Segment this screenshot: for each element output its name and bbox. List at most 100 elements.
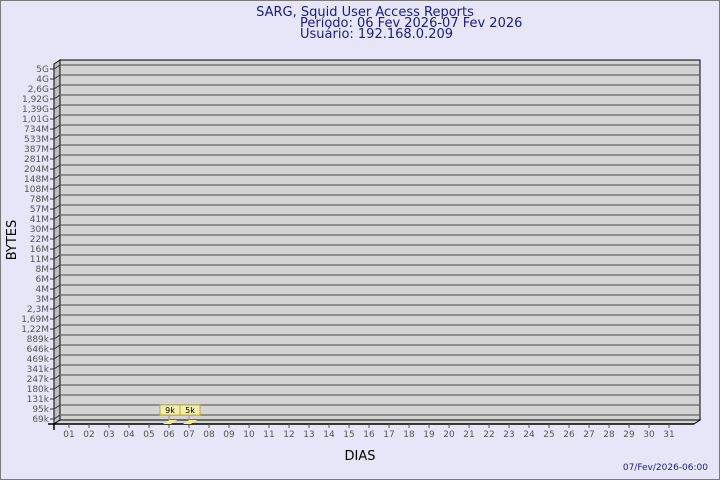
gridline-side xyxy=(53,134,61,140)
bar-value-label: 5k xyxy=(185,406,195,415)
gridline-side xyxy=(53,244,61,250)
gridline-side xyxy=(53,274,61,280)
x-tick-label: 22 xyxy=(483,430,494,440)
y-tick-label: 1,39G xyxy=(22,105,49,115)
x-tick-label: 10 xyxy=(243,430,255,440)
y-tick-label: 69k xyxy=(32,415,49,425)
y-tick-label: 1,01G xyxy=(22,115,49,125)
gridline-side xyxy=(53,354,61,360)
gridline-side xyxy=(53,314,61,320)
bar-07 xyxy=(183,420,197,424)
gridline-side xyxy=(53,114,61,120)
gridline-side xyxy=(53,294,61,300)
x-tick-label: 30 xyxy=(643,430,655,440)
y-tick-label: 2,3M xyxy=(27,305,49,315)
gridline-side xyxy=(53,204,61,210)
y-tick-label: 6M xyxy=(36,275,50,285)
gridline-side xyxy=(53,144,61,150)
x-tick-label: 03 xyxy=(103,430,114,440)
y-tick-label: 41M xyxy=(30,215,49,225)
y-tick-label: 469k xyxy=(27,355,50,365)
x-tick-label: 17 xyxy=(383,430,394,440)
x-tick-label: 28 xyxy=(603,430,615,440)
y-tick-label: 131k xyxy=(27,395,50,405)
y-tick-label: 204M xyxy=(24,165,49,175)
x-tick-label: 26 xyxy=(563,430,575,440)
gridline-side xyxy=(53,234,61,240)
y-tick-label: 281M xyxy=(24,155,49,165)
gridline-side xyxy=(53,264,61,270)
y-tick-label: 8M xyxy=(36,265,50,275)
chart-period: Período: 06 Fev 2026-07 Fev 2026 xyxy=(300,16,522,31)
gridline-side xyxy=(53,334,61,340)
y-tick-label: 11M xyxy=(30,255,49,265)
x-tick-label: 18 xyxy=(403,430,415,440)
x-tick-label: 08 xyxy=(203,430,215,440)
y-tick-label: 3M xyxy=(36,295,50,305)
gridline-side xyxy=(53,214,61,220)
x-tick-label: 29 xyxy=(623,430,635,440)
y-tick-label: 180k xyxy=(27,385,50,395)
y-tick-label: 16M xyxy=(30,245,49,255)
gridline-side xyxy=(53,384,61,390)
y-tick-label: 108M xyxy=(24,185,49,195)
plot-back-wall xyxy=(59,59,701,421)
plot-side-wall xyxy=(53,59,61,425)
y-tick-label: 22M xyxy=(30,235,49,245)
gridline-side xyxy=(53,174,61,180)
gridline-side xyxy=(53,394,61,400)
x-tick-label: 14 xyxy=(323,430,335,440)
chart-title: SARG, Squid User Access Reports xyxy=(256,5,474,20)
y-tick-label: 148M xyxy=(24,175,49,185)
x-tick-label: 01 xyxy=(63,430,74,440)
x-tick-label: 06 xyxy=(163,430,175,440)
x-tick-label: 27 xyxy=(583,430,594,440)
x-tick-label: 02 xyxy=(83,430,94,440)
chart-user: Usuário: 192.168.0.209 xyxy=(300,27,453,42)
y-tick-label: 1,22M xyxy=(21,325,49,335)
y-tick-label: 889k xyxy=(27,335,50,345)
y-tick-label: 734M xyxy=(24,125,49,135)
x-tick-label: 24 xyxy=(523,430,535,440)
generated-timestamp: 07/Fev/2026-06:00 xyxy=(623,463,708,473)
y-tick-label: 2,6G xyxy=(28,85,49,95)
y-tick-label: 341k xyxy=(27,365,50,375)
gridline-side xyxy=(53,124,61,130)
x-tick-label: 31 xyxy=(663,430,674,440)
y-tick-label: 5G xyxy=(36,65,49,75)
gridline-side xyxy=(53,414,61,420)
gridline-side xyxy=(53,194,61,200)
gridline-side xyxy=(53,324,61,330)
gridline-side xyxy=(53,364,61,370)
x-tick-label: 25 xyxy=(543,430,554,440)
bar-label-box xyxy=(179,404,201,416)
gridline-side xyxy=(53,284,61,290)
x-tick-label: 09 xyxy=(223,430,235,440)
x-axis-label: DIAS xyxy=(345,449,376,464)
x-tick-label: 16 xyxy=(363,430,375,440)
y-tick-label: 30M xyxy=(30,225,49,235)
y-tick-label: 387M xyxy=(24,145,49,155)
y-tick-label: 646k xyxy=(27,345,50,355)
y-tick-label: 57M xyxy=(30,205,49,215)
x-tick-label: 20 xyxy=(443,430,455,440)
y-tick-label: 533M xyxy=(24,135,49,145)
gridline-side xyxy=(53,374,61,380)
gridline-side xyxy=(53,64,61,70)
gridline-side xyxy=(53,74,61,80)
gridline-side xyxy=(53,304,61,310)
gridline-side xyxy=(53,184,61,190)
gridline-side xyxy=(53,104,61,110)
y-tick-label: 95k xyxy=(32,405,49,415)
bar-value-label: 9k xyxy=(165,406,175,415)
y-axis-label: BYTES xyxy=(5,220,20,261)
y-tick-label: 1,92G xyxy=(22,95,49,105)
y-tick-label: 247k xyxy=(27,375,50,385)
gridline-side xyxy=(53,404,61,410)
y-tick-label: 4M xyxy=(36,285,50,295)
x-tick-label: 07 xyxy=(183,430,194,440)
gridline-side xyxy=(53,254,61,260)
x-tick-label: 05 xyxy=(143,430,154,440)
x-tick-label: 13 xyxy=(303,430,314,440)
